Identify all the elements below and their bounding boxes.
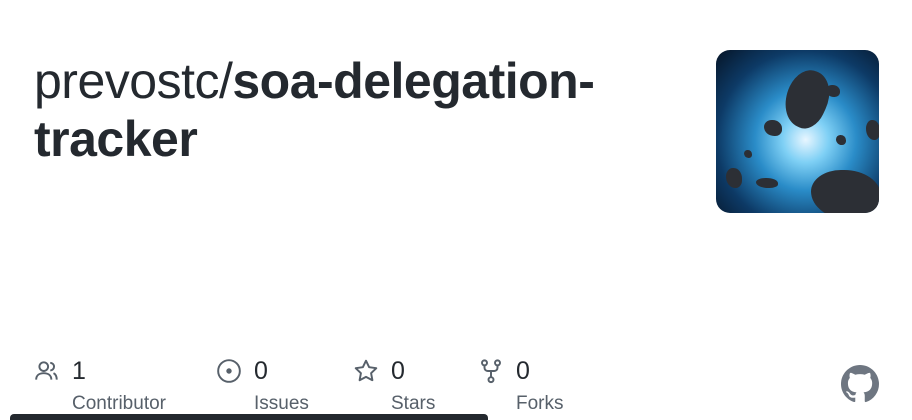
fork-icon <box>481 359 501 384</box>
contributors-count: 1 <box>72 356 86 385</box>
contributors-label: Contributor <box>72 393 166 414</box>
issue-icon <box>217 359 241 383</box>
issues-label: Issues <box>254 393 309 414</box>
github-logo-icon[interactable] <box>841 365 879 403</box>
stars-count: 0 <box>391 356 405 385</box>
repo-name: soa-delegation-tracker <box>34 53 595 167</box>
owner-avatar <box>716 50 879 213</box>
stat-issues[interactable]: 0 Issues <box>216 356 309 415</box>
repo-owner: prevostc/ <box>34 53 233 109</box>
stars-label: Stars <box>391 393 436 414</box>
stat-stars[interactable]: 0 Stars <box>353 356 435 415</box>
issues-count: 0 <box>254 356 268 385</box>
language-bar <box>10 414 488 420</box>
repo-stats: 1 Contributor 0 Issues 0 Stars 0 Forks <box>0 356 912 418</box>
stat-contributors[interactable]: 1 Contributor <box>34 356 166 415</box>
star-icon <box>354 359 378 382</box>
forks-count: 0 <box>516 356 530 385</box>
repo-title[interactable]: prevostc/soa-delegation-tracker <box>34 52 674 168</box>
people-icon <box>35 361 58 380</box>
forks-label: Forks <box>516 393 564 414</box>
stat-forks[interactable]: 0 Forks <box>478 356 564 415</box>
